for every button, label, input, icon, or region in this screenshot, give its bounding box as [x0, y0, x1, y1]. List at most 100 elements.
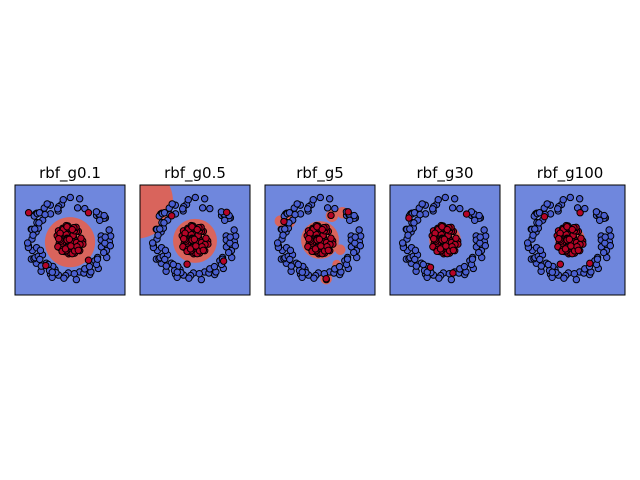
data-point-class0	[206, 204, 214, 213]
data-point-class0	[273, 239, 282, 247]
data-point-class0	[331, 204, 339, 213]
data-point-class0	[191, 193, 200, 202]
data-point-class1	[452, 234, 460, 242]
data-point-class0	[281, 225, 289, 233]
data-point-class0	[592, 208, 601, 216]
data-point-class1	[577, 234, 585, 242]
data-point-class1	[344, 208, 352, 216]
data-point-class1	[318, 225, 326, 234]
data-point-class0	[303, 205, 312, 213]
data-point-class1	[429, 235, 438, 243]
plot-area	[515, 185, 625, 295]
data-point-class0	[210, 262, 219, 271]
data-point-class0	[156, 225, 164, 233]
data-point-class0	[95, 216, 104, 225]
data-point-class0	[36, 246, 45, 255]
plot-area	[265, 185, 375, 295]
data-point-class0	[31, 225, 39, 233]
data-point-class0	[286, 246, 295, 255]
data-point-class1	[167, 212, 176, 220]
data-point-class0	[441, 193, 450, 202]
data-point-class1	[304, 235, 313, 243]
axes-frame	[389, 184, 501, 296]
data-point-class0	[548, 268, 556, 276]
data-point-class0	[599, 248, 608, 257]
data-point-class0	[168, 200, 176, 208]
data-point-class0	[355, 226, 363, 234]
data-point-class0	[291, 210, 299, 219]
axes-frame	[14, 184, 126, 296]
subplot-2: rbf_g0.5	[139, 164, 251, 296]
data-point-class1	[315, 235, 324, 243]
data-point-class0	[531, 225, 539, 233]
data-point-class0	[309, 196, 317, 204]
data-point-class0	[287, 262, 296, 270]
data-point-class0	[93, 255, 102, 263]
data-point-class0	[75, 195, 84, 203]
data-point-class0	[581, 204, 589, 213]
data-point-class0	[575, 195, 584, 203]
decision-region-class1	[334, 244, 346, 255]
data-point-class0	[343, 255, 352, 263]
subplot-grid: rbf_g0.1 rbf_g0.5 rbf_g5 rbf_g30 rbf_g100	[14, 164, 626, 296]
data-point-class1	[576, 209, 584, 217]
data-point-class0	[101, 233, 109, 241]
data-point-class0	[200, 195, 209, 203]
data-point-class0	[335, 262, 344, 271]
axes-frame	[139, 184, 251, 296]
subplot-title: rbf_g0.5	[164, 164, 226, 183]
data-point-class1	[199, 246, 208, 254]
data-point-class0	[351, 233, 359, 241]
data-point-class0	[310, 274, 318, 282]
data-point-class1	[324, 246, 333, 254]
data-point-class0	[600, 211, 608, 220]
data-point-class0	[601, 233, 609, 241]
data-point-class0	[195, 269, 204, 278]
data-point-class1	[556, 260, 565, 268]
data-point-class0	[154, 231, 162, 239]
data-point-class0	[468, 255, 477, 263]
data-point-class0	[23, 239, 32, 247]
data-point-class1	[565, 235, 574, 243]
data-point-class0	[148, 239, 157, 247]
data-point-class0	[419, 260, 427, 269]
data-point-class0	[559, 196, 567, 204]
plot-area	[140, 185, 250, 295]
data-point-class0	[185, 274, 193, 282]
data-point-class0	[474, 248, 483, 257]
data-point-class0	[286, 255, 294, 264]
data-point-class0	[230, 226, 238, 234]
data-point-class1	[540, 212, 549, 221]
data-point-class0	[59, 196, 67, 204]
axes-frame	[264, 184, 376, 296]
data-point-class0	[416, 210, 424, 219]
axes-frame	[514, 184, 626, 296]
data-point-class0	[434, 196, 442, 204]
data-point-class1	[449, 246, 458, 254]
data-point-class0	[544, 260, 552, 269]
data-point-class1	[84, 209, 93, 217]
data-point-class0	[398, 239, 407, 247]
data-point-class0	[53, 205, 62, 213]
data-point-class0	[43, 200, 51, 208]
data-point-class0	[316, 193, 325, 202]
data-point-class0	[66, 193, 75, 202]
data-point-class0	[356, 242, 365, 250]
data-point-class0	[35, 219, 43, 227]
subplot-5: rbf_g100	[514, 164, 626, 296]
data-point-class0	[475, 211, 483, 220]
data-point-class0	[36, 255, 44, 264]
data-point-class0	[198, 204, 207, 212]
data-point-class0	[350, 211, 358, 220]
decision-region-class1	[140, 185, 173, 239]
data-point-class0	[570, 269, 579, 278]
data-point-class1	[554, 235, 563, 243]
data-point-class0	[536, 246, 545, 255]
data-point-class0	[410, 219, 418, 227]
data-point-class0	[106, 242, 115, 250]
data-point-class1	[586, 259, 594, 268]
data-point-class0	[605, 226, 613, 234]
data-point-class0	[173, 268, 181, 276]
data-point-class0	[406, 225, 414, 233]
data-point-class0	[476, 233, 484, 241]
